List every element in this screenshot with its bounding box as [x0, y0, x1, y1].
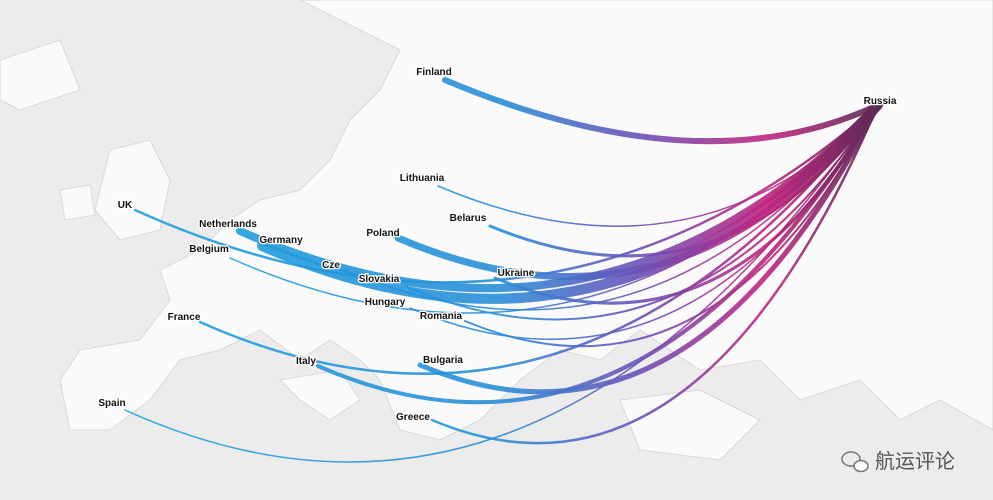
- flow-line: [417, 102, 881, 395]
- watermark: 航运评论: [841, 449, 955, 473]
- country-label: Germany: [259, 235, 303, 246]
- labels: Finland Lithuania UK Belarus Netherlands Pola…: [97, 66, 898, 425]
- country-label: Russia: [864, 96, 897, 107]
- country-label: Slovakia: [359, 274, 400, 285]
- flow-line: [339, 104, 879, 311]
- flows: [124, 77, 883, 463]
- watermark-icon: [853, 459, 869, 473]
- country-label: Belgium: [189, 244, 229, 255]
- country-label: Belarus: [450, 213, 487, 224]
- land: [0, 0, 993, 461]
- country-label: Romania: [420, 311, 463, 322]
- country-label: Hungary: [365, 297, 406, 308]
- flow-line: [257, 100, 883, 304]
- flow-line: [404, 104, 879, 321]
- country-label: Ukraine: [498, 268, 535, 279]
- flow-line: [409, 104, 879, 341]
- flow-line: [430, 103, 880, 445]
- country-label: Cze: [322, 260, 340, 271]
- watermark-text: 航运评论: [875, 449, 955, 473]
- flow-line: [198, 103, 880, 375]
- country-label: Poland: [366, 228, 399, 239]
- country-label: Bulgaria: [423, 355, 463, 366]
- country-label: France: [168, 312, 201, 323]
- watermark-icon: [841, 451, 861, 467]
- country-label: Italy: [296, 356, 316, 367]
- country-label: Finland: [416, 67, 452, 78]
- country-label: Greece: [396, 412, 430, 423]
- country-label: Spain: [98, 398, 125, 409]
- flow-line: [124, 104, 879, 463]
- country-label: UK: [118, 200, 133, 211]
- flow-line: [442, 77, 881, 145]
- flow-line: [316, 103, 880, 405]
- country-label: Lithuania: [400, 173, 445, 184]
- country-label: Netherlands: [199, 219, 257, 230]
